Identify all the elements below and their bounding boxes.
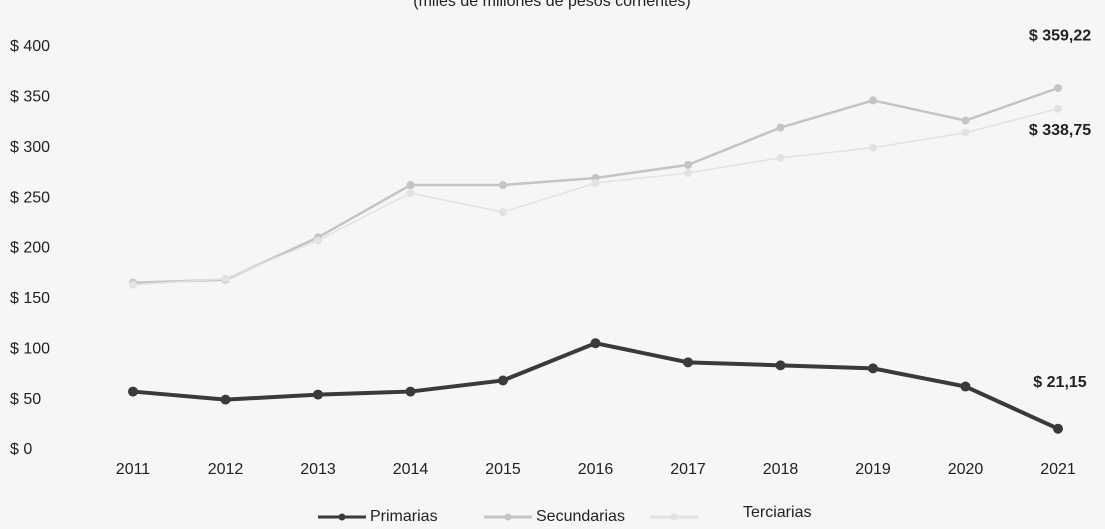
y-tick-label: $ 100 <box>10 340 50 357</box>
data-point <box>590 338 601 349</box>
legend-marker <box>504 513 512 521</box>
data-point <box>405 386 416 397</box>
data-point <box>1053 423 1063 434</box>
x-tick-label: 2013 <box>300 461 336 478</box>
value-label: $ 21,15 <box>1033 374 1086 391</box>
x-tick-label: 2020 <box>948 461 984 478</box>
y-tick-label: $ 400 <box>10 38 50 55</box>
data-point <box>960 381 971 392</box>
x-tick-label: 2016 <box>578 461 614 478</box>
x-tick-label: 2021 <box>1040 461 1076 478</box>
data-point <box>220 394 231 405</box>
data-point <box>684 168 692 177</box>
value-label: $ 338,75 <box>1029 122 1091 139</box>
data-point <box>591 179 600 188</box>
x-tick-label: 2015 <box>485 461 521 478</box>
x-tick-label: 2014 <box>393 461 429 478</box>
y-tick-label: $ 250 <box>10 189 50 206</box>
data-point <box>869 143 877 152</box>
chart-subtitle: (miles de millones de pesos corrientes) <box>413 0 690 10</box>
legend-label: Primarias <box>370 508 438 525</box>
legend-label: Terciarias <box>743 504 811 521</box>
data-point <box>1054 104 1062 113</box>
x-tick-label: 2018 <box>763 461 799 478</box>
y-tick-label: $ 200 <box>10 240 50 257</box>
y-tick-label: $ 300 <box>10 139 50 156</box>
data-point <box>313 389 323 400</box>
data-point <box>961 116 970 125</box>
legend-label: Secundarias <box>536 508 625 525</box>
data-point <box>684 160 692 169</box>
x-tick-label: 2019 <box>855 461 891 478</box>
y-tick-label: $ 150 <box>10 290 50 307</box>
y-tick-label: $ 350 <box>10 89 50 106</box>
series-line <box>132 341 1059 431</box>
data-point <box>1054 84 1062 93</box>
data-point <box>129 280 137 289</box>
data-point <box>868 363 878 374</box>
legend-marker <box>670 513 678 521</box>
data-point <box>406 189 415 198</box>
y-tick-label: $ 0 <box>10 441 32 458</box>
data-point <box>776 123 785 132</box>
y-tick-label: $ 50 <box>10 391 41 408</box>
data-point <box>499 181 507 190</box>
value-label: $ 359,22 <box>1029 27 1091 44</box>
data-point <box>128 386 138 397</box>
x-tick-label: 2017 <box>670 461 706 478</box>
x-tick-label: 2012 <box>208 461 244 478</box>
data-point <box>961 128 970 137</box>
x-tick-label: 2011 <box>116 461 151 478</box>
data-point <box>221 274 230 283</box>
data-point <box>406 181 415 190</box>
data-point <box>776 153 785 162</box>
legend-marker <box>338 513 346 521</box>
data-point <box>683 357 693 368</box>
data-point <box>498 375 508 386</box>
data-point <box>869 96 877 105</box>
data-point <box>775 360 786 371</box>
data-point <box>314 236 322 245</box>
data-point <box>499 208 507 217</box>
